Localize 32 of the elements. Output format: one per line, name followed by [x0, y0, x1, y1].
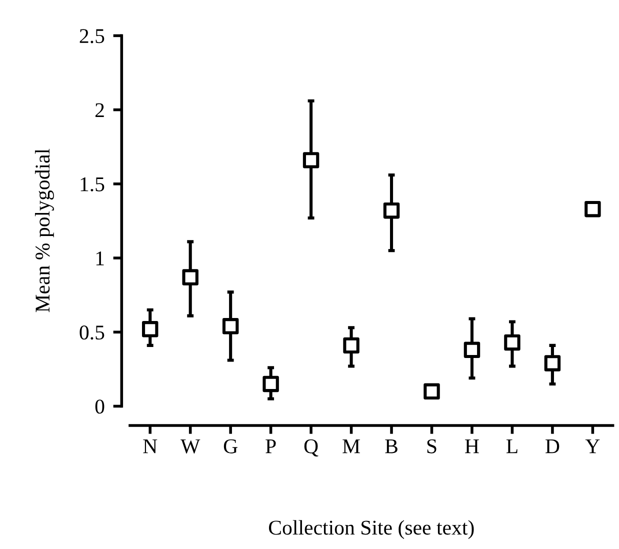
point	[424, 383, 440, 400]
y-tick-label: 2.5	[80, 29, 104, 44]
point	[182, 269, 198, 286]
x-tick-label: H	[465, 439, 479, 454]
x-tick-label: S	[427, 439, 436, 454]
y-tick-label: 0.5	[80, 325, 104, 340]
point	[142, 321, 158, 338]
point	[262, 376, 279, 392]
x-axis-title: Collection Site (see text)	[268, 520, 474, 539]
point	[343, 337, 360, 354]
point	[584, 200, 601, 218]
x-tick-label: P	[266, 439, 276, 454]
point	[302, 152, 320, 168]
point	[222, 318, 239, 334]
x-tick-label: G	[224, 439, 238, 454]
x-tick-label: Q	[304, 439, 318, 457]
x-tick-label: L	[506, 439, 518, 454]
y-tick-label: 1	[96, 251, 104, 266]
y-tick-label: 0	[95, 400, 104, 414]
y-tick-label: 1.5	[80, 177, 104, 192]
x-tick-label: B	[385, 439, 398, 454]
x-tick-label: Y	[585, 439, 600, 454]
point	[544, 355, 561, 372]
x-tick-label: N	[143, 439, 158, 454]
y-axis-title: Mean % polygodial	[34, 148, 54, 312]
y-tick-label: 2	[95, 103, 104, 118]
point	[383, 202, 400, 219]
point	[464, 342, 480, 358]
point	[504, 334, 520, 351]
x-tick-label: M	[342, 439, 360, 454]
x-tick-label: W	[180, 439, 200, 454]
x-tick-label: D	[546, 439, 560, 454]
